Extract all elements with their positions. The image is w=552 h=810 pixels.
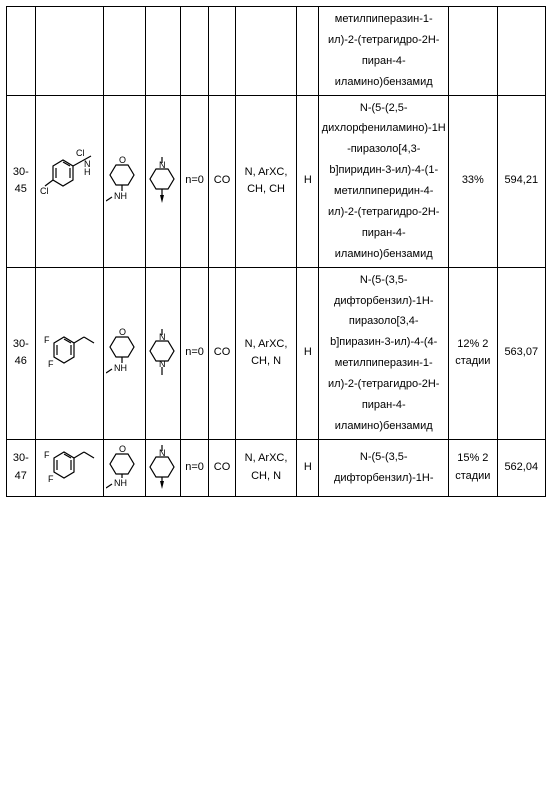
n-cell: n=0 bbox=[180, 439, 209, 496]
table-row: 30-47 F F O NH N n=0 CO N, ArXC, CH, N H… bbox=[7, 439, 546, 496]
name-cell: метилпиперазин-1-ил)-2-(тетрагидро-2H-пи… bbox=[319, 7, 449, 96]
structure-cell: N N bbox=[145, 267, 180, 439]
n-cell: n=0 bbox=[180, 95, 209, 267]
table-row: 30-46 F F O NH N N n=0 CO N, ArXC, CH, N… bbox=[7, 267, 546, 439]
svg-text:Cl: Cl bbox=[76, 148, 85, 158]
name-cell: N-(5-(2,5-дихлорфениламино)-1H-пиразоло[… bbox=[319, 95, 449, 267]
yield-cell: 33% bbox=[449, 95, 497, 267]
structure-cell: O NH bbox=[103, 95, 145, 267]
h-cell: H bbox=[297, 95, 319, 267]
yield-cell: 15% 2 стадии bbox=[449, 439, 497, 496]
co-cell: CO bbox=[209, 267, 235, 439]
yield-cell: 12% 2 стадии bbox=[449, 267, 497, 439]
svg-text:H: H bbox=[84, 167, 91, 177]
mass-cell: 594,21 bbox=[497, 95, 545, 267]
dichlorophenyl-nh-icon: Cl Cl N H bbox=[40, 142, 98, 220]
cell bbox=[449, 7, 497, 96]
table-row: метилпиперазин-1-ил)-2-(тетрагидро-2H-пи… bbox=[7, 7, 546, 96]
cell bbox=[235, 7, 297, 96]
svg-text:NH: NH bbox=[114, 363, 127, 373]
co-cell: CO bbox=[209, 439, 235, 496]
svg-text:N: N bbox=[159, 332, 166, 342]
cell bbox=[497, 7, 545, 96]
n-cell: n=0 bbox=[180, 267, 209, 439]
name-cell: N-(5-(3,5-дифторбензил)-1H- bbox=[319, 439, 449, 496]
structure-cell: F F bbox=[35, 267, 103, 439]
n-methylpiperazine-icon: N N bbox=[148, 325, 178, 381]
structure-cell: O NH bbox=[103, 439, 145, 496]
structure-cell: Cl Cl N H bbox=[35, 95, 103, 267]
difluorobenzyl-icon: F F bbox=[40, 442, 98, 494]
compound-table: метилпиперазин-1-ил)-2-(тетрагидро-2H-пи… bbox=[6, 6, 546, 497]
n-methylpiperidine-icon: N bbox=[148, 153, 178, 209]
svg-text:O: O bbox=[119, 444, 126, 454]
svg-text:O: O bbox=[119, 155, 126, 165]
structure-cell: N bbox=[145, 95, 180, 267]
row-id: 30-45 bbox=[7, 95, 36, 267]
atoms-cell: N, ArXC, CH, CH bbox=[235, 95, 297, 267]
atoms-cell: N, ArXC, CH, N bbox=[235, 439, 297, 496]
row-id: 30-46 bbox=[7, 267, 36, 439]
n-methylpiperidine-icon: N bbox=[148, 443, 178, 493]
mass-cell: 563,07 bbox=[497, 267, 545, 439]
difluorobenzyl-icon: F F bbox=[40, 323, 98, 383]
structure-cell: F F bbox=[35, 439, 103, 496]
h-cell: H bbox=[297, 439, 319, 496]
thp-amine-icon: O NH bbox=[106, 323, 142, 383]
svg-text:N: N bbox=[159, 448, 166, 458]
cell bbox=[209, 7, 235, 96]
structure-cell: O NH bbox=[103, 267, 145, 439]
structure-cell: N bbox=[145, 439, 180, 496]
svg-text:F: F bbox=[44, 450, 50, 460]
mass-cell: 562,04 bbox=[497, 439, 545, 496]
svg-text:NH: NH bbox=[114, 478, 127, 488]
svg-text:NH: NH bbox=[114, 191, 127, 201]
svg-text:O: O bbox=[119, 327, 126, 337]
cell bbox=[180, 7, 209, 96]
cell bbox=[7, 7, 36, 96]
svg-text:N: N bbox=[159, 359, 166, 369]
table-row: 30-45 Cl Cl N H O NH N n=0 CO N, ArXC, C… bbox=[7, 95, 546, 267]
atoms-cell: N, ArXC, CH, N bbox=[235, 267, 297, 439]
cell bbox=[103, 7, 145, 96]
svg-text:F: F bbox=[48, 359, 54, 369]
svg-text:N: N bbox=[159, 160, 166, 170]
svg-text:Cl: Cl bbox=[40, 186, 49, 196]
co-cell: CO bbox=[209, 95, 235, 267]
thp-amine-icon: O NH bbox=[106, 442, 142, 494]
svg-text:F: F bbox=[48, 474, 54, 484]
h-cell: H bbox=[297, 267, 319, 439]
cell bbox=[145, 7, 180, 96]
thp-amine-icon: O NH bbox=[106, 151, 142, 211]
svg-text:F: F bbox=[44, 335, 50, 345]
name-cell: N-(5-(3,5-дифторбензил)-1H-пиразоло[3,4-… bbox=[319, 267, 449, 439]
cell bbox=[35, 7, 103, 96]
row-id: 30-47 bbox=[7, 439, 36, 496]
cell bbox=[297, 7, 319, 96]
